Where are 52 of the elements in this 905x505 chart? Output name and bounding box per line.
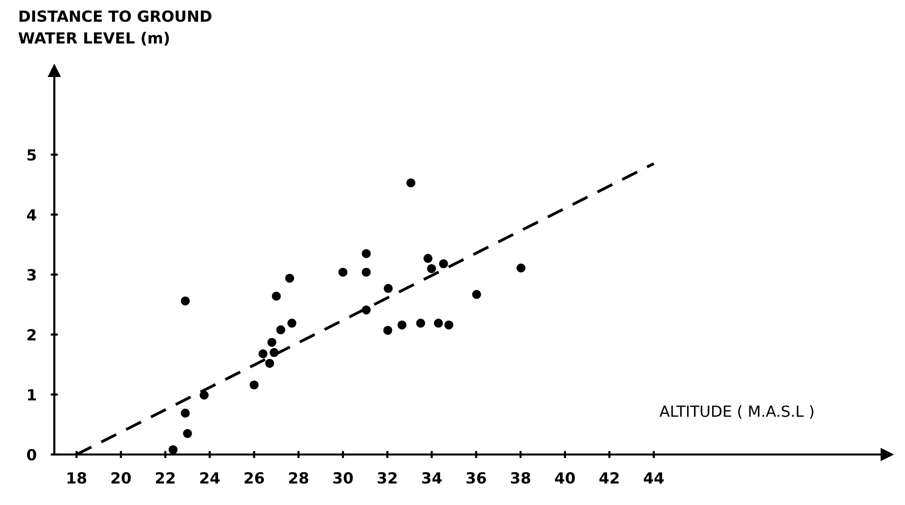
x-tick-label: 28 (289, 472, 308, 484)
point (362, 249, 371, 258)
point (397, 320, 406, 330)
point (383, 326, 392, 335)
y-axis-title: DISTANCE TO GROUND WATER LEVEL (m) (18, 10, 212, 46)
point (276, 325, 286, 334)
point (427, 264, 436, 274)
x-tick-label: 20 (111, 472, 131, 484)
y-tick-label: 4 (26, 209, 36, 220)
y-tick-label: 0 (27, 448, 36, 461)
point (183, 429, 192, 438)
point (416, 318, 426, 328)
point (270, 348, 279, 358)
x-tick-label: 26 (244, 472, 264, 484)
x-tick-label: 42 (599, 472, 619, 484)
point (423, 254, 432, 263)
point (439, 259, 448, 268)
point (384, 284, 393, 293)
point (272, 292, 281, 301)
point (180, 296, 190, 306)
y-tick-label: 3 (27, 269, 36, 281)
y-tick-label: 1 (28, 389, 36, 400)
point (444, 320, 454, 330)
x-tick-label: 18 (68, 472, 86, 484)
x-tick-label: 24 (200, 472, 220, 484)
point (434, 318, 443, 328)
x-tick-label: 44 (644, 472, 664, 484)
y-tick-label: 5 (27, 149, 36, 161)
point (265, 358, 274, 368)
point (180, 408, 190, 418)
point (250, 380, 259, 390)
x-tick-label: 38 (510, 472, 530, 484)
x-tick-label: 30 (333, 472, 353, 484)
y-tick-label: 2 (28, 329, 36, 340)
point (287, 318, 296, 328)
point (516, 264, 526, 272)
x-tick-label: 32 (378, 472, 397, 484)
point (200, 390, 209, 400)
x-tick-label: 22 (156, 472, 175, 484)
point (258, 349, 268, 358)
point (406, 178, 416, 188)
point (285, 274, 294, 283)
point (362, 268, 371, 277)
point (168, 445, 178, 454)
x-tick-label: 40 (555, 472, 575, 484)
point (267, 338, 276, 347)
x-axis-title: ALTITUDE ( M.A.S.L ) (660, 405, 814, 419)
point (472, 290, 482, 299)
x-tick-label: 36 (466, 472, 486, 484)
point (338, 268, 348, 277)
x-tick-label: 34 (422, 472, 442, 484)
point (362, 305, 371, 314)
